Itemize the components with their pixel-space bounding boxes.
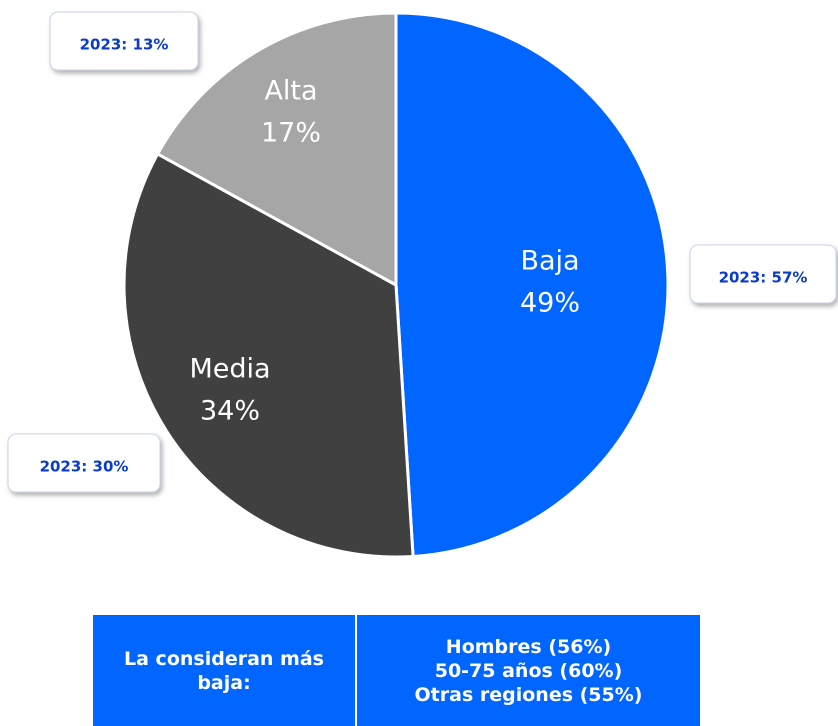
slice-category: Baja: [520, 246, 579, 277]
table-item: 50-75 años (60%): [434, 659, 623, 682]
summary-table: La consideran más baja: Hombres (56%) 50…: [93, 615, 700, 726]
table-items: Hombres (56%) 50-75 años (60%) Otras reg…: [357, 615, 700, 726]
table-item: Otras regiones (55%): [414, 683, 643, 706]
pie-slice: [394, 11, 670, 559]
annotation-box: [689, 244, 837, 304]
slice-value: 34%: [200, 396, 260, 427]
annotation-box: [7, 433, 161, 493]
slice-category: Media: [189, 354, 270, 385]
annotation-text: 2023: 13%: [80, 36, 169, 54]
annotation-box: [49, 11, 199, 71]
annotation-text: 2023: 57%: [719, 269, 808, 287]
table-header: La consideran más baja:: [93, 615, 357, 726]
slice-value: 49%: [520, 288, 580, 319]
chart: Baja 49% Media 34% Alta 17% 2023: 57% 2023: 30%…: [7, 11, 837, 559]
annotation-text: 2023: 30%: [40, 458, 129, 476]
slice-category: Alta: [264, 76, 317, 107]
pie-slice: [155, 11, 398, 288]
slice-value: 17%: [261, 118, 321, 149]
table-item: Hombres (56%): [445, 635, 612, 658]
